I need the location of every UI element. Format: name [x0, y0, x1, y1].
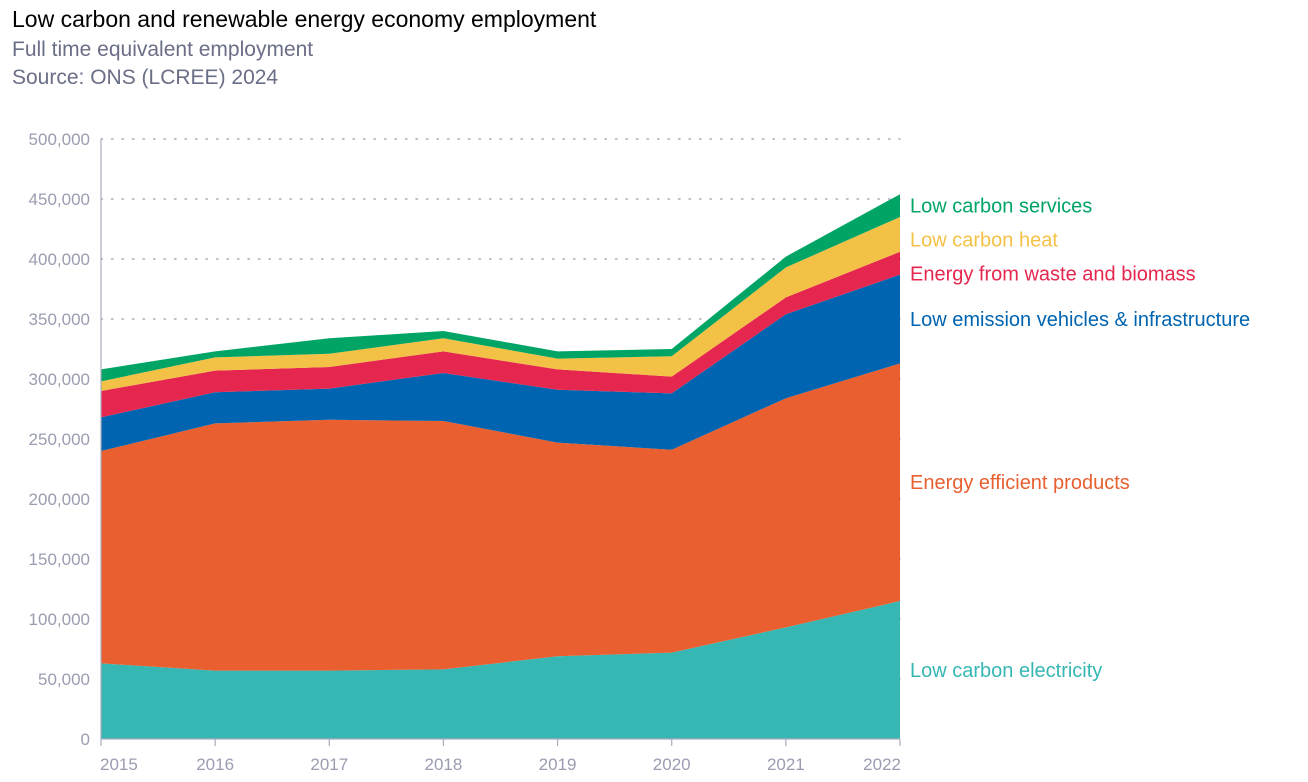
y-axis-ticks: 0 50,000 100,000 150,000 200,000 250,000 300,0…: [29, 130, 90, 749]
x-tick-label: 2022: [863, 755, 901, 774]
x-tick-label: 2017: [310, 755, 348, 774]
area-energy-efficient-products: [101, 363, 900, 671]
series-label-low-carbon-electricity: Low carbon electricity: [910, 660, 1102, 682]
y-tick-label: 250,000: [29, 430, 90, 449]
x-axis-ticks: 2015 2016 2017 2018 2019 2020 2021 2022: [100, 739, 901, 774]
series-label-energy-from-waste-and-biomass: Energy from waste and biomass: [910, 264, 1196, 286]
series-label-low-carbon-services: Low carbon services: [910, 196, 1092, 218]
y-tick-label: 350,000: [29, 310, 90, 329]
x-tick-label: 2019: [539, 755, 577, 774]
chart-source: Source: ONS (LCREE) 2024: [12, 66, 279, 89]
y-tick-label: 500,000: [29, 130, 90, 149]
area-low-emission-vehicles-and-infrastructure: [101, 274, 900, 451]
y-tick-label: 150,000: [29, 550, 90, 569]
y-tick-label: 100,000: [29, 610, 90, 629]
axes: [100, 139, 900, 740]
x-tick-label: 2018: [425, 755, 463, 774]
x-tick-label: 2015: [100, 755, 138, 774]
y-tick-label: 50,000: [38, 670, 90, 689]
area-series: [101, 194, 900, 739]
area-low-carbon-heat: [101, 217, 900, 391]
y-tick-label: 0: [81, 730, 90, 749]
series-labels: Low carbon electricity Energy efficient p…: [910, 196, 1250, 682]
area-energy-from-waste-and-biomass: [101, 251, 900, 418]
y-tick-label: 200,000: [29, 490, 90, 509]
y-tick-label: 400,000: [29, 250, 90, 269]
area-low-carbon-services: [101, 194, 900, 382]
chart-title: Low carbon and renewable energy economy …: [12, 6, 597, 32]
area-low-carbon-electricity: [101, 601, 900, 739]
y-tick-label: 450,000: [29, 190, 90, 209]
x-tick-label: 2020: [653, 755, 691, 774]
series-label-energy-efficient-products: Energy efficient products: [910, 472, 1130, 494]
x-tick-label: 2016: [196, 755, 234, 774]
y-tick-label: 300,000: [29, 370, 90, 389]
series-label-low-carbon-heat: Low carbon heat: [910, 230, 1058, 252]
series-label-low-emission-vehicles-and-infrastructure: Low emission vehicles & infrastructure: [910, 309, 1250, 331]
chart-subtitle: Full time equivalent employment: [12, 38, 314, 61]
x-tick-label: 2021: [767, 755, 805, 774]
